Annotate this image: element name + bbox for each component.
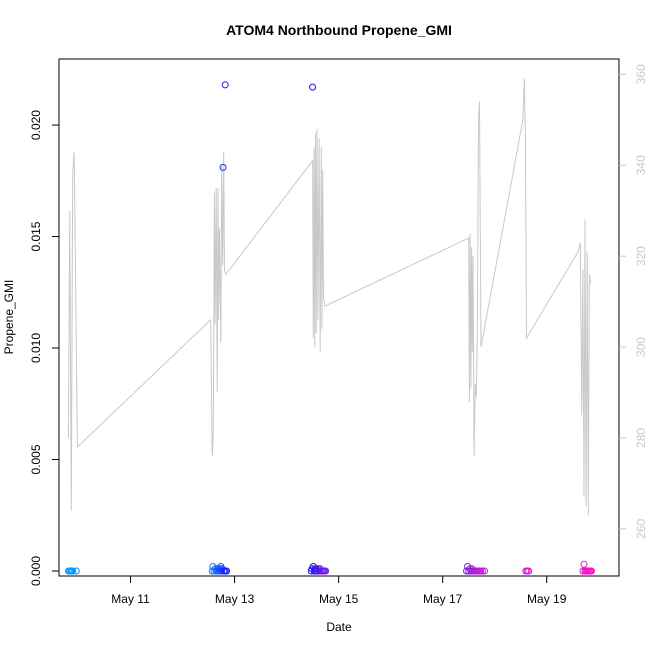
y-axis-label: Propene_GMI <box>2 280 16 355</box>
data-point <box>219 163 227 171</box>
data-point <box>580 560 588 568</box>
data-point <box>309 83 317 91</box>
y2-tick-label: 340 <box>634 155 648 175</box>
x-tick-label: May 17 <box>423 592 463 606</box>
y2-tick-label: 260 <box>634 518 648 538</box>
x-tick-label: May 19 <box>527 592 567 606</box>
y-tick-label: 0.000 <box>29 556 43 586</box>
series-line <box>67 78 591 516</box>
y-tick-label: 0.020 <box>29 110 43 140</box>
y-tick-label: 0.005 <box>29 444 43 474</box>
y-tick-label: 0.015 <box>29 221 43 251</box>
data-point <box>69 567 77 575</box>
y-tick-label: 0.010 <box>29 333 43 363</box>
data-point <box>481 567 489 575</box>
y2-tick-label: 320 <box>634 246 648 266</box>
scatter-series <box>64 81 595 575</box>
x-tick-label: May 15 <box>319 592 359 606</box>
y2-tick-label: 360 <box>634 64 648 84</box>
data-point <box>322 567 330 575</box>
data-point <box>525 567 533 575</box>
data-point <box>478 567 486 575</box>
x-tick-label: May 11 <box>111 592 150 606</box>
data-point <box>588 567 595 575</box>
chart-title: ATOM4 Northbound Propene_GMI <box>226 22 452 38</box>
x-axis-label: Date <box>326 620 352 634</box>
plot-frame <box>58 58 620 577</box>
axes: May 11 May 13 May 15 May 17 May 19 0.000 0.005… <box>29 64 648 606</box>
y2-tick-label: 280 <box>634 428 648 448</box>
line-series <box>67 78 591 516</box>
x-tick-label: May 13 <box>215 592 255 606</box>
y2-tick-label: 300 <box>634 337 648 357</box>
data-point <box>72 567 80 575</box>
data-point <box>223 567 231 575</box>
data-point <box>221 81 229 89</box>
